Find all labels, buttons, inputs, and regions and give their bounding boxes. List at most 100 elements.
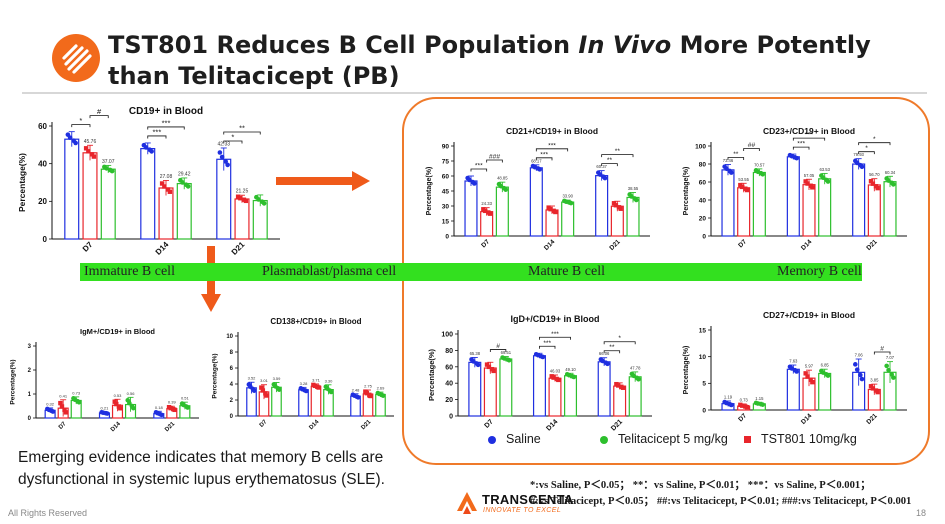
x-tick-label: D21 — [865, 412, 879, 426]
y-tick-label: 60 — [699, 179, 707, 186]
significance-label: ** — [239, 123, 245, 132]
significance-bracket — [601, 154, 634, 158]
x-tick-label: D21 — [164, 421, 176, 433]
telitacicept-point — [758, 401, 764, 407]
x-tick-label: D21 — [608, 238, 622, 252]
tst801-point — [805, 181, 810, 186]
data-label: 0.53 — [114, 393, 123, 398]
tst801-bar — [613, 385, 627, 417]
tst801-point — [168, 405, 173, 411]
tst801-point — [58, 400, 63, 406]
significance-label: * — [79, 116, 82, 125]
saline-bar — [64, 138, 80, 240]
y-tick-label: 6 — [230, 366, 234, 372]
data-label: 29.42 — [178, 171, 191, 177]
y-tick-label: 10 — [699, 354, 707, 361]
telitacicept-bar — [100, 168, 116, 240]
data-label: 70.57 — [754, 162, 765, 167]
significance-bracket — [486, 159, 503, 163]
tst801-point — [165, 187, 171, 192]
data-label: 33.90 — [562, 194, 573, 199]
x-tick-label: D21 — [360, 419, 372, 431]
telitacicept-point — [889, 180, 894, 186]
cd23-svg: CD23+/CD19+ in Blood 0 20 40 60 80 100 Percenta… — [683, 126, 907, 252]
data-label: 1.15 — [755, 396, 764, 401]
y-tick-label: 2 — [230, 398, 234, 404]
saline-point — [727, 401, 732, 407]
significance-bracket — [535, 148, 569, 152]
y-tick-label: 4 — [230, 382, 234, 388]
telitacicept-point — [501, 185, 507, 191]
significance-label: # — [880, 346, 884, 353]
tst801-point — [619, 384, 624, 389]
y-tick-label: 90 — [442, 143, 450, 150]
data-label: 0.73 — [740, 397, 749, 402]
chart-title: IgM+/CD19+ in Blood — [80, 327, 155, 336]
data-label: 0.51 — [181, 396, 190, 401]
tst801-point — [159, 181, 165, 186]
data-label: 60.37 — [596, 164, 607, 169]
x-tick-label: D14 — [545, 418, 559, 432]
tst801-point — [740, 403, 745, 408]
y-tick-label: 80 — [445, 348, 453, 355]
tst801-point — [483, 208, 488, 214]
data-label: 0.18 — [155, 405, 164, 410]
tst801-bar — [548, 377, 562, 417]
significance-bracket — [539, 345, 556, 349]
data-label: 0.32 — [46, 401, 55, 406]
saline-point — [603, 360, 609, 365]
x-tick-label: D14 — [110, 421, 122, 433]
tst801-point — [59, 404, 65, 409]
significance-label: *** — [548, 142, 556, 149]
y-tick-label: 0 — [449, 413, 453, 420]
telitacicept-bar — [626, 196, 640, 237]
page-title: TST801 Reduces B Cell Population In Vivo… — [108, 31, 871, 90]
chart-title: CD138+/CD19+ in Blood — [270, 317, 361, 326]
x-tick-label: D14 — [308, 419, 320, 431]
data-label: 68.17 — [531, 158, 542, 163]
cd19-svg: CD19+ in Blood 0 20 40 60 Percentage(%) 45.76 3… — [17, 106, 280, 257]
y-tick-label: 40 — [445, 381, 453, 388]
data-label: 65.38 — [470, 351, 481, 356]
telitacicept-bar — [564, 375, 578, 417]
saline-bar — [786, 156, 800, 237]
saline-bar — [721, 169, 735, 237]
data-label: 3.85 — [870, 378, 879, 383]
y-tick-label: 8 — [230, 350, 234, 356]
data-label: 46.03 — [550, 368, 561, 373]
tst801-point — [260, 388, 266, 393]
igm-chart: IgM+/CD19+ in Blood 0 1 2 3 Percentage(%) 0.32… — [0, 318, 205, 438]
tst801-point — [743, 186, 748, 191]
data-label: 2.69 — [377, 386, 386, 391]
saline-point — [858, 162, 863, 168]
tst801-point — [551, 375, 556, 380]
legend-marker — [600, 435, 608, 444]
data-label: 38.55 — [628, 186, 639, 191]
significance-label: *** — [543, 340, 551, 347]
data-label: 2.48 — [352, 387, 361, 392]
significance-label: *** — [152, 127, 161, 136]
significance-label: *** — [805, 132, 813, 139]
data-label: 7.63 — [789, 359, 798, 364]
telitacicept-bar — [561, 201, 575, 237]
y-tick-label: 20 — [445, 397, 453, 404]
telitacicept-point — [107, 167, 113, 173]
telitacicept-bar — [176, 182, 192, 240]
tst801-point — [312, 383, 318, 389]
tst801-point — [162, 184, 167, 189]
brand-tagline: INNOVATE TO EXCEL — [483, 507, 562, 514]
significance-bracket — [858, 142, 891, 146]
igd-svg: IgD+/CD19+ in Blood 0 20 40 60 80 100 Percentag… — [427, 314, 652, 432]
y-tick-label: 60 — [442, 173, 450, 180]
significance-label: ## — [748, 142, 756, 149]
data-label: 0.21 — [101, 405, 110, 410]
telitacicept-bar — [818, 178, 832, 237]
saline-point — [535, 166, 541, 171]
y-axis-label: Percentage(%) — [426, 167, 433, 216]
tst801-point — [114, 401, 119, 407]
cell-type-band: Immature B cell Plasmablast/plasma cell … — [80, 263, 862, 281]
telitacicept-bar — [499, 358, 513, 417]
data-label: 60.34 — [885, 170, 896, 175]
data-label: 0.41 — [59, 393, 68, 398]
x-tick-label: D7 — [480, 238, 491, 249]
